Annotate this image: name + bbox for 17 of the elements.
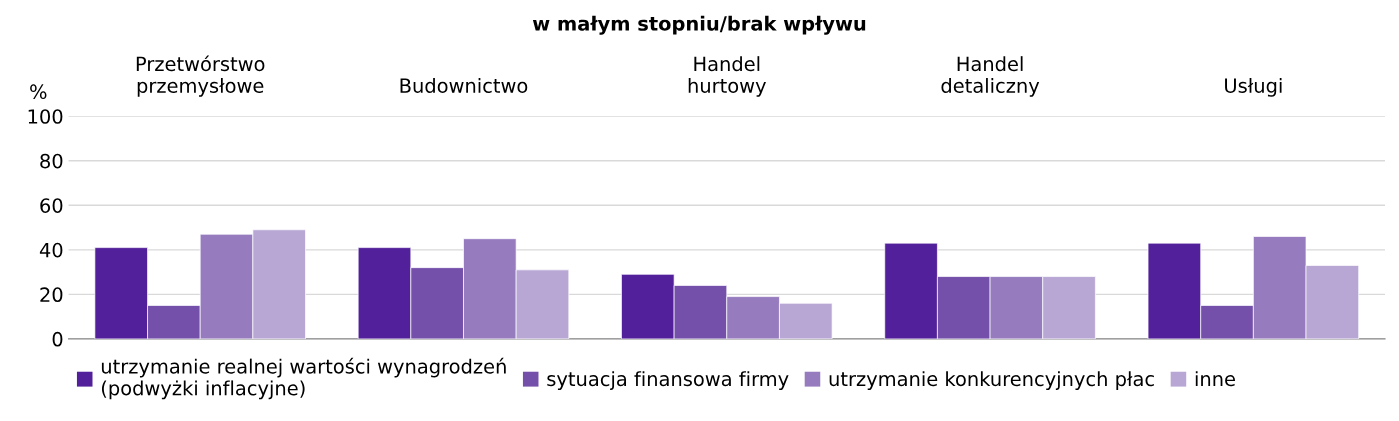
y-axis-title: % <box>30 84 47 100</box>
legend-label: sytuacja finansowa firmy <box>547 371 789 390</box>
x-tick-label: Przetwórstwo przemysłowe <box>136 55 265 97</box>
y-tick-label: 80 <box>40 153 63 169</box>
y-tick-label: 60 <box>40 198 63 213</box>
y-tick-label: 40 <box>39 242 63 258</box>
y-tick-label: 0 <box>52 331 63 347</box>
chart-title: w małym stopniu/brak wpływu <box>532 15 866 35</box>
y-tick-label: 100 <box>28 109 63 124</box>
legend-label: utrzymanie realnej wartości wynagrodzeń (podwyżki inflacyjne) <box>101 357 506 400</box>
y-tick-label: 20 <box>40 287 63 303</box>
x-tick-label: Usługi <box>1225 77 1282 97</box>
x-tick-label: Handel hurtowy <box>688 56 766 97</box>
x-tick-label: Handel detaliczny <box>941 56 1040 97</box>
legend-label: inne <box>1195 371 1235 387</box>
x-tick-label: Budownictwo <box>400 77 528 93</box>
legend-label: utrzymanie konkurencyjnych płac <box>829 371 1154 390</box>
